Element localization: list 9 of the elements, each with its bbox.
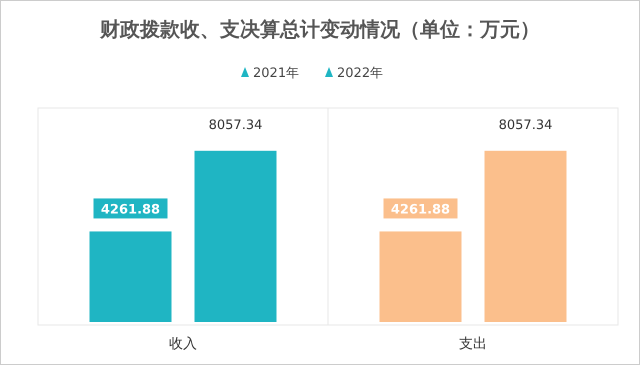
- x-tick-label: 支出: [459, 336, 487, 352]
- legend-label: 2021年: [253, 66, 300, 81]
- data-label: 4261.88: [100, 202, 160, 218]
- chart-title: 财政拨款收、支决算总计变动情况（单位：万元）: [99, 17, 540, 41]
- data-label: 4261.88: [390, 202, 450, 218]
- data-label: 8057.34: [498, 118, 552, 133]
- legend-label: 2022年: [337, 66, 384, 81]
- x-tick-label: 收入: [169, 336, 197, 352]
- data-label: 8057.34: [208, 118, 262, 133]
